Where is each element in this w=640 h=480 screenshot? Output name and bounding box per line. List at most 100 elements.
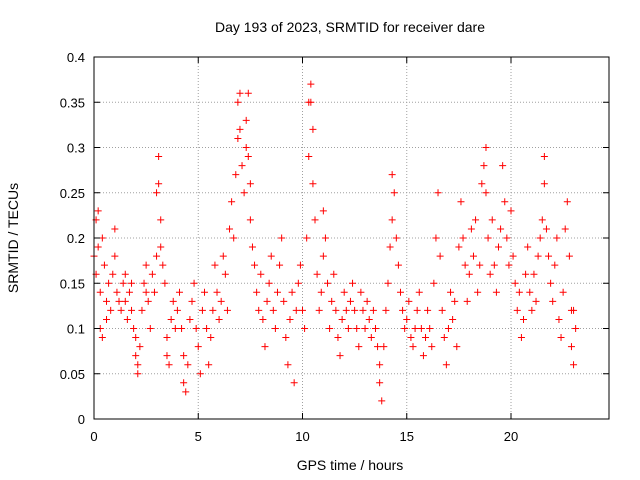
data-point <box>159 261 167 269</box>
data-point <box>180 379 188 387</box>
data-point <box>499 162 507 170</box>
data-point <box>520 315 528 323</box>
data-point <box>98 334 106 342</box>
data-point <box>540 180 548 188</box>
x-tick-label: 15 <box>400 429 414 444</box>
data-point <box>367 334 375 342</box>
data-point <box>426 325 434 332</box>
data-point <box>282 334 290 342</box>
data-point <box>134 361 142 369</box>
data-point <box>269 306 277 314</box>
data-point <box>480 162 488 170</box>
data-point <box>311 216 319 224</box>
data-point <box>563 198 571 206</box>
data-point <box>559 288 567 296</box>
data-point <box>355 343 363 351</box>
y-tick-label: 0.25 <box>60 186 85 201</box>
data-point <box>130 325 138 332</box>
data-point <box>307 98 315 106</box>
data-point <box>342 306 350 314</box>
data-point <box>419 352 427 360</box>
data-point <box>284 361 292 369</box>
data-point <box>547 279 555 287</box>
data-point <box>173 306 181 314</box>
data-point <box>305 153 313 161</box>
data-point <box>534 252 542 260</box>
data-point <box>290 379 298 387</box>
data-point <box>522 270 530 278</box>
data-point <box>449 315 457 323</box>
data-point <box>444 325 452 332</box>
y-tick-label: 0 <box>78 412 85 427</box>
data-point <box>182 388 190 396</box>
data-point <box>280 297 288 305</box>
data-point <box>94 207 102 215</box>
data-point <box>371 325 379 332</box>
data-point <box>265 279 273 287</box>
data-point <box>459 234 467 242</box>
data-point <box>244 153 252 161</box>
data-point <box>267 252 275 260</box>
data-point <box>132 352 140 360</box>
data-point <box>436 252 444 260</box>
y-tick-label: 0.4 <box>67 50 85 65</box>
data-point <box>228 198 236 206</box>
data-point <box>332 306 340 314</box>
data-point <box>161 279 169 287</box>
data-point <box>309 125 317 133</box>
data-point <box>307 80 315 88</box>
data-point <box>455 243 463 251</box>
data-point <box>96 288 104 296</box>
data-point <box>144 297 152 305</box>
data-point <box>219 252 227 260</box>
data-point <box>378 397 386 405</box>
data-point <box>417 325 425 332</box>
data-point <box>98 234 106 242</box>
data-point <box>349 279 357 287</box>
data-point <box>359 306 367 314</box>
data-point <box>209 306 217 314</box>
data-point <box>226 225 234 233</box>
data-point <box>301 325 309 332</box>
data-point <box>401 325 409 332</box>
data-point <box>175 288 183 296</box>
data-point <box>192 325 200 332</box>
data-point <box>486 270 494 278</box>
data-point <box>482 189 490 197</box>
data-point <box>451 297 459 305</box>
data-point <box>501 198 509 206</box>
data-point <box>344 325 352 332</box>
data-point <box>198 306 206 314</box>
x-axis-label: GPS time / hours <box>297 457 404 473</box>
x-tick-label: 10 <box>295 429 309 444</box>
data-point <box>474 288 482 296</box>
data-point <box>319 252 327 260</box>
data-point <box>113 288 121 296</box>
data-point <box>369 306 377 314</box>
data-point <box>376 379 384 387</box>
data-point <box>255 306 263 314</box>
data-point <box>390 189 398 197</box>
data-point <box>415 288 423 296</box>
data-point <box>407 334 415 342</box>
data-point <box>434 189 442 197</box>
data-point <box>203 325 211 332</box>
data-point <box>490 261 498 269</box>
data-point <box>442 361 450 369</box>
data-point <box>244 89 252 97</box>
data-point <box>321 234 329 242</box>
data-point <box>509 252 517 260</box>
data-point <box>242 116 250 124</box>
data-point <box>303 234 311 242</box>
data-point <box>205 361 213 369</box>
data-point <box>136 343 144 351</box>
data-point <box>570 306 578 314</box>
data-point <box>467 225 475 233</box>
data-point <box>221 270 229 278</box>
data-point <box>273 288 281 296</box>
data-point <box>572 325 580 332</box>
y-tick-label: 0.2 <box>67 231 85 246</box>
data-point <box>494 243 502 251</box>
data-point <box>257 270 265 278</box>
data-point <box>540 153 548 161</box>
